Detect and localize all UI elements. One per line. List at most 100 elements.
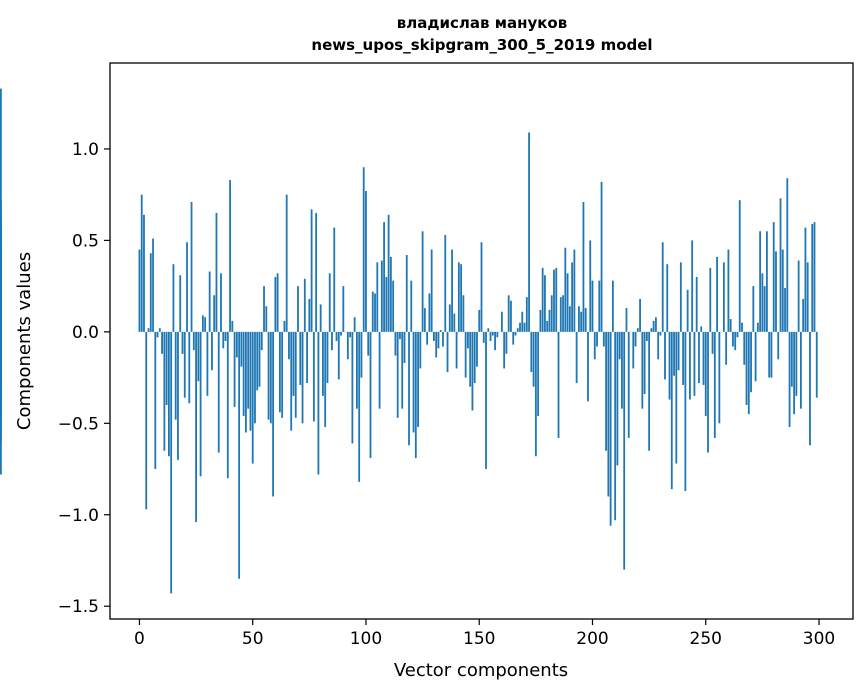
bar-130 <box>433 331 435 341</box>
bar-274 <box>759 231 762 332</box>
bar-101 <box>367 331 370 356</box>
bar-254 <box>713 331 716 438</box>
bar-90 <box>342 286 345 332</box>
bar-240 <box>682 331 685 385</box>
bar-220 <box>636 328 639 332</box>
bar-193 <box>575 331 578 384</box>
bar-3 <box>145 331 148 510</box>
bar-190 <box>568 306 571 332</box>
bar-99 <box>362 167 365 332</box>
bar-128 <box>428 293 431 332</box>
bar-120 <box>410 280 413 332</box>
bar-125 <box>421 231 424 332</box>
bar-249 <box>702 331 705 385</box>
bar-161 <box>503 331 506 369</box>
bar-139 <box>453 313 456 332</box>
bar-43 <box>235 331 238 358</box>
bar-268 <box>745 331 748 406</box>
bar-110 <box>387 214 390 332</box>
bar-152 <box>482 331 485 343</box>
bar-14 <box>170 331 173 594</box>
bar-4 <box>147 328 150 332</box>
bar-278 <box>768 331 771 378</box>
bar-172 <box>528 132 530 332</box>
bar-187 <box>562 295 564 332</box>
x-tick-label: 200 <box>576 629 608 649</box>
bar-20 <box>183 331 186 398</box>
bar-266 <box>741 322 743 332</box>
bar-56 <box>265 306 268 332</box>
bar-70 <box>297 286 299 332</box>
bar-39 <box>226 331 229 479</box>
bar-154 <box>487 328 490 332</box>
bar-10 <box>161 331 163 354</box>
bar-175 <box>534 331 537 457</box>
bar-138 <box>451 249 453 332</box>
bar-282 <box>777 331 780 360</box>
bar-42 <box>233 331 236 407</box>
bar-7 <box>154 331 157 470</box>
x-tick-label: 250 <box>690 629 722 649</box>
bar-207 <box>607 331 610 497</box>
bar-227 <box>652 320 655 332</box>
bar-50 <box>251 331 254 464</box>
y-axis: −1.5 −1.0 −0.5 0.0 0.5 1.0 <box>58 140 110 617</box>
bar-261 <box>729 319 732 332</box>
bar-167 <box>516 328 519 332</box>
bar-169 <box>521 311 524 332</box>
bar-17 <box>177 331 179 460</box>
chart-title: владислав мануков <box>397 14 567 32</box>
x-tick-label: 50 <box>242 629 264 649</box>
bar-34 <box>215 212 218 332</box>
bar-63 <box>281 331 284 418</box>
bar-243 <box>689 331 691 400</box>
bars-group <box>0 88 818 594</box>
bar-62 <box>278 331 281 413</box>
bar-49 <box>249 331 252 431</box>
bar-202 <box>596 331 598 347</box>
bar-126 <box>423 308 426 332</box>
bar-24 <box>192 331 195 351</box>
bar-68 <box>292 331 295 396</box>
bar-263 <box>734 331 737 351</box>
bar-183 <box>553 269 555 332</box>
bar-25 <box>195 331 197 523</box>
bar-173 <box>530 331 533 373</box>
bar-234 <box>668 331 671 400</box>
bar-225 <box>648 331 651 451</box>
bar-160 <box>500 311 503 332</box>
bar-124 <box>419 331 422 369</box>
bar-276 <box>763 286 766 332</box>
bar-235 <box>670 331 673 490</box>
bar-141 <box>457 262 460 332</box>
bar-87 <box>335 331 338 341</box>
bar-144 <box>464 331 467 378</box>
bar-295 <box>806 262 809 332</box>
bar-65 <box>285 194 288 332</box>
bar-55 <box>263 286 265 332</box>
bar-233 <box>666 264 669 332</box>
bar-196 <box>582 202 585 332</box>
bar-165 <box>512 331 515 345</box>
bar-149 <box>476 331 478 367</box>
bar-115 <box>399 331 401 340</box>
bar-21 <box>186 242 188 332</box>
bar-108 <box>383 222 385 332</box>
bar-105 <box>376 262 379 332</box>
plot-frame <box>109 62 854 620</box>
bar-191 <box>571 262 574 332</box>
bar-236 <box>673 331 675 376</box>
bar-222 <box>641 331 644 409</box>
bar-129 <box>430 249 433 332</box>
bar-76 <box>310 209 313 332</box>
bar-95 <box>353 317 356 332</box>
bar-0 <box>138 249 141 332</box>
bar-47 <box>245 331 247 433</box>
bar-31 <box>208 271 211 332</box>
bar-267 <box>743 331 746 365</box>
bar-100 <box>365 191 367 332</box>
y-tick-label: −1.0 <box>58 506 99 526</box>
bar-174 <box>532 331 535 387</box>
bar-54 <box>260 331 263 351</box>
y-axis-label: Components values <box>14 252 35 430</box>
